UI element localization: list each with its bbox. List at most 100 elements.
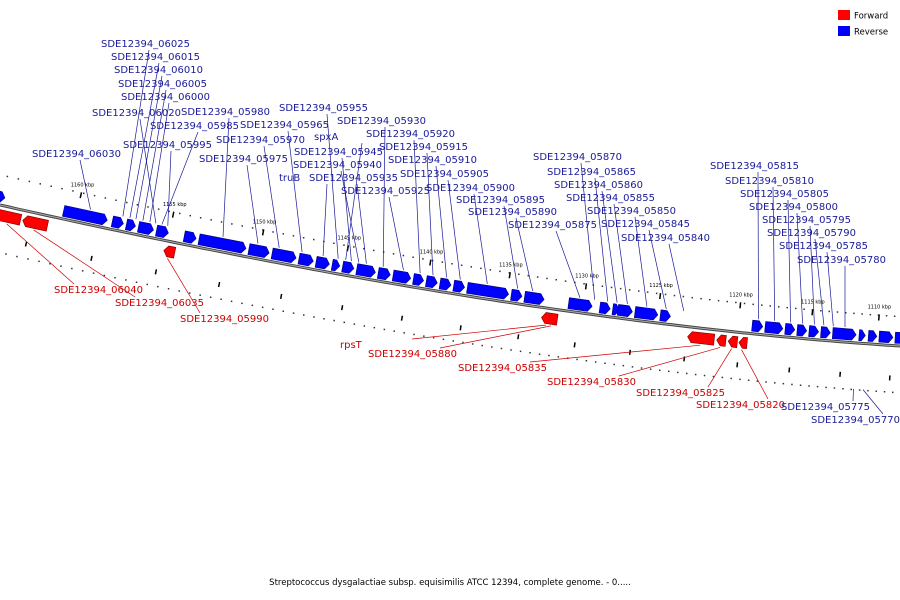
reverse-gene-arrow [330, 258, 341, 272]
track-dot-upper [422, 258, 424, 260]
reverse-gene-label: SDE12394_05850 [587, 206, 676, 217]
track-dot-upper [343, 244, 345, 246]
track-dot-lower [71, 267, 73, 270]
track-dot-upper [480, 267, 482, 270]
reverse-label-leader [287, 130, 303, 253]
forward-gene-label: SDE12394_06035 [115, 298, 204, 309]
track-dot-lower [363, 325, 366, 327]
forward-label-leader [439, 325, 552, 349]
track-dot-upper [564, 280, 567, 282]
track-dot-lower [471, 343, 474, 345]
track-dot-lower [272, 308, 274, 310]
reverse-label-leader [796, 212, 803, 324]
reverse-gene-arrow [598, 301, 611, 315]
scale-tick-label: 1115 kbp [801, 299, 825, 305]
reverse-gene-arrow [341, 260, 355, 274]
track-dot-upper [885, 315, 888, 317]
reverse-gene-arrow [155, 224, 169, 238]
track-dot-upper [655, 292, 658, 295]
reverse-label-leader [787, 199, 791, 323]
scale-tick-mark [79, 192, 83, 199]
forward-gene-arrow [22, 215, 49, 232]
track-dot-lower [791, 383, 793, 386]
reverse-gene-arrow [808, 325, 819, 338]
track-dot-upper [820, 310, 822, 312]
track-dot-lower [799, 384, 802, 386]
track-dot-upper [39, 183, 41, 185]
track-dot-upper [168, 210, 170, 213]
reverse-gene-label: SDE12394_05980 [181, 107, 270, 118]
track-dot-upper [272, 231, 274, 233]
legend-reverse-swatch [838, 26, 850, 36]
track-dot-upper [583, 283, 585, 285]
track-dot-upper [313, 238, 315, 241]
reverse-gene-label: SDE12394_06000 [121, 92, 210, 103]
track-dot-lower [529, 352, 531, 354]
forward-label-leader [529, 344, 701, 363]
track-dot-lower [125, 279, 127, 281]
reverse-gene-arrow [633, 306, 659, 321]
reverse-label-leader [555, 230, 581, 298]
forward-gene-arrow [716, 334, 727, 347]
track-dot-lower [867, 389, 869, 392]
legend-forward-label: Forward [854, 12, 888, 22]
reverse-gene-arrow [831, 327, 857, 341]
track-dot-lower [594, 361, 597, 363]
scale-tick-label: 1135 kbp [499, 262, 523, 268]
track-dot-lower [649, 368, 652, 370]
track-dot-upper [508, 272, 511, 274]
track-dot-upper [786, 306, 788, 309]
track-dot-upper [893, 315, 896, 317]
track-dot-lower [677, 371, 679, 374]
reverse-gene-label: SDE12394_05985 [150, 121, 239, 132]
track-dot-upper [673, 294, 676, 297]
reverse-label-leader [122, 49, 150, 217]
reverse-gene-label: SDE12394_05795 [762, 215, 851, 226]
reverse-gene-label: SDE12394_05915 [379, 142, 468, 153]
reverse-gene-arrow [197, 233, 247, 254]
reverse-gene-label: SDE12394_05780 [797, 255, 886, 266]
reverse-gene-label: SDE12394_05855 [566, 193, 655, 204]
track-dot-lower [27, 258, 29, 260]
reverse-gene-label: SDE12394_05800 [749, 202, 838, 213]
reverse-gene-arrow [391, 269, 412, 284]
reverse-label-leader [139, 118, 157, 224]
track-dot-upper [72, 190, 74, 192]
reverse-label-leader [345, 142, 363, 261]
track-dot-upper [28, 180, 31, 183]
reverse-gene-arrow [510, 288, 523, 302]
scale-tick-mark [811, 309, 814, 316]
track-dot-upper [241, 225, 243, 227]
reverse-label-leader [161, 131, 199, 225]
track-dot-upper [210, 219, 212, 221]
track-dot-lower [631, 366, 634, 368]
track-dot-lower [604, 362, 606, 364]
reverse-gene-arrow [867, 330, 878, 342]
reverse-gene-label: SDE12394_06010 [114, 65, 203, 76]
track-dot-lower [114, 277, 116, 279]
track-dot-lower [413, 333, 415, 336]
track-dot-upper [470, 266, 472, 268]
track-dot-lower [209, 296, 212, 298]
track-dot-lower [816, 385, 819, 388]
reverse-label-leader [503, 205, 519, 289]
scale-tick-mark [659, 293, 662, 300]
scale-tick-mark [877, 314, 880, 321]
track-dot-lower [383, 328, 386, 331]
track-dot-lower [858, 389, 861, 391]
track-dot-upper [828, 310, 830, 313]
track-dot-lower [167, 288, 170, 290]
track-dot-lower [756, 380, 759, 382]
reverse-label-leader [862, 389, 884, 415]
track-dot-lower [883, 391, 886, 393]
track-dot-upper [761, 304, 763, 306]
genome-backbone [0, 203, 900, 348]
track-dot-lower [510, 349, 512, 351]
track-dot-lower [333, 319, 335, 322]
label-leaders [6, 49, 884, 415]
reverse-gene-label: SDE12394_05785 [779, 241, 868, 252]
track-dot-upper [93, 194, 96, 197]
track-dot-upper [126, 201, 128, 204]
forward-gene-arrow [738, 336, 748, 350]
track-dot-lower [730, 377, 732, 380]
